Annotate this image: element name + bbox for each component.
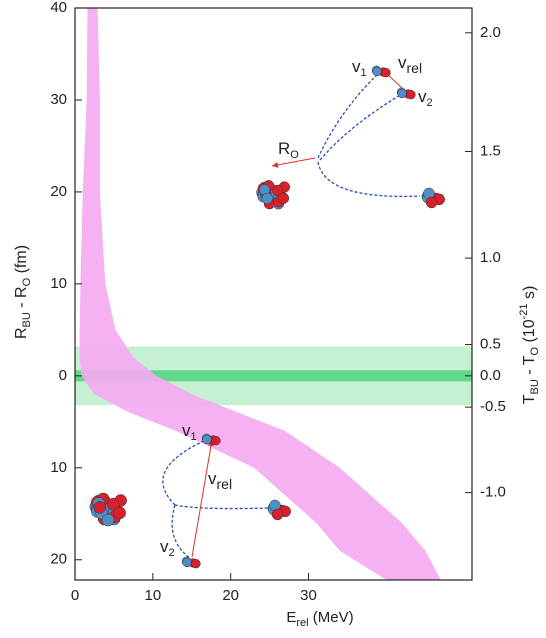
nucleon xyxy=(107,497,120,511)
nucleus xyxy=(267,499,291,521)
nucleon xyxy=(261,192,273,205)
x-label-part: (MeV) xyxy=(309,609,354,626)
y-label-sub: O xyxy=(21,277,33,286)
nucleon xyxy=(113,506,126,520)
nucleus xyxy=(256,180,290,210)
y-tick-label: 20 xyxy=(50,551,67,568)
y2-axis-label: TBU - TO (10-21 s) xyxy=(518,286,541,405)
y-label-part: R xyxy=(13,327,30,339)
annotation: vrel xyxy=(398,53,422,75)
nucleus xyxy=(371,65,391,78)
y2-tick-label: -0.5 xyxy=(480,398,506,415)
trajectory xyxy=(171,504,191,559)
y-label-sub: BU xyxy=(21,312,33,327)
nucleon xyxy=(191,559,201,569)
annotation: v2 xyxy=(418,87,433,108)
y-tick-label: 40 xyxy=(50,0,67,16)
nucleon xyxy=(271,508,284,521)
nucleon xyxy=(211,436,221,446)
y2-tick-label: 0.5 xyxy=(480,336,501,353)
y2-label-part: (10 xyxy=(521,319,538,347)
x-tick-label: 20 xyxy=(222,587,239,604)
plot-area xyxy=(75,8,472,580)
horizontal-band xyxy=(75,370,472,382)
plot-frame xyxy=(74,7,473,581)
annotation: v2 xyxy=(160,537,175,558)
nucleon xyxy=(397,88,407,99)
annotation: v1 xyxy=(182,421,197,442)
y2-label-part: - T xyxy=(521,355,538,379)
y-tick-label: 20 xyxy=(50,183,67,200)
y2-label-sub: O xyxy=(529,347,541,356)
y2-tick-label: 0.0 xyxy=(480,367,501,384)
y2-tick-label: 2.0 xyxy=(480,24,501,41)
annotation-main: v xyxy=(398,53,407,72)
annotation: vrel xyxy=(208,469,232,491)
nucleus xyxy=(181,556,201,569)
y2-label-part: s) xyxy=(521,286,538,304)
arrow xyxy=(271,157,316,168)
nucleus xyxy=(396,87,416,100)
nucleon xyxy=(381,68,391,78)
uncertainty-band xyxy=(79,8,441,580)
trajectory xyxy=(174,504,271,510)
trajectory xyxy=(317,71,381,159)
nucleon xyxy=(406,90,416,100)
y2-label-sub: BU xyxy=(529,379,541,394)
nucleon xyxy=(93,501,107,514)
y-axis-label: RBU - RO (fm) xyxy=(13,245,33,339)
y-label-part: - R xyxy=(13,286,30,312)
x-label-sub: rel xyxy=(296,617,308,629)
trajectory xyxy=(319,93,403,161)
arrow xyxy=(191,439,214,558)
annotation-main: v xyxy=(352,57,361,76)
nucleus xyxy=(89,492,127,527)
y2-tick-label: 1.5 xyxy=(480,142,501,159)
annotation-main: v xyxy=(418,87,427,106)
y2-tick-label: 1.0 xyxy=(480,249,501,266)
annotation-main: v xyxy=(208,469,217,488)
trajectory xyxy=(162,439,207,506)
nucleon xyxy=(271,184,284,197)
x-tick-label: 10 xyxy=(144,587,161,604)
nucleus xyxy=(201,433,221,446)
y2-tick-label: -1.0 xyxy=(480,484,506,501)
nucleon xyxy=(425,196,438,209)
y2-label-sup: -21 xyxy=(518,303,530,319)
nucleon xyxy=(182,557,192,568)
annotation-sub: 2 xyxy=(427,97,433,109)
annotation-sub: 1 xyxy=(191,431,197,443)
nucleus xyxy=(421,187,445,209)
x-tick-label: 30 xyxy=(300,587,317,604)
y2-label-part: T xyxy=(521,394,538,404)
trajectory xyxy=(317,161,421,198)
x-tick-label: 0 xyxy=(71,587,79,604)
y-tick-label: 10 xyxy=(50,275,67,292)
nucleon xyxy=(202,434,212,445)
annotation-sub: 1 xyxy=(361,67,367,79)
annotation-sub: rel xyxy=(217,476,233,492)
nucleon xyxy=(372,66,382,77)
x-label-part: E xyxy=(286,609,296,626)
nucleon xyxy=(101,513,115,527)
annotation: v1 xyxy=(352,57,367,78)
y-label-part: (fm) xyxy=(13,245,30,278)
annotation-sub: O xyxy=(290,149,299,161)
y-tick-label: 10 xyxy=(50,459,67,476)
annotation: RO xyxy=(278,139,299,160)
annotation-main: v xyxy=(182,421,191,440)
x-axis-label: Erel (MeV) xyxy=(286,609,353,629)
annotation-sub: 2 xyxy=(169,547,175,559)
y-tick-label: 0 xyxy=(59,367,67,384)
annotation-main: v xyxy=(160,537,169,556)
annotation-sub: rel xyxy=(407,60,423,76)
y-tick-label: 30 xyxy=(50,91,67,108)
nucleon xyxy=(277,192,290,204)
annotation-main: R xyxy=(278,139,290,158)
